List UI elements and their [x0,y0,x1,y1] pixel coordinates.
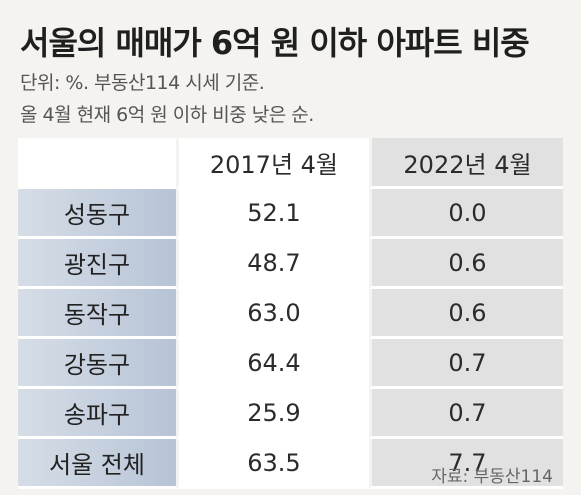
value-2022-cell: 0.6 [368,239,563,289]
district-cell: 송파구 [18,389,176,439]
value-2022-cell: 0.0 [368,189,563,239]
district-cell: 성동구 [18,189,176,239]
sort-note: 올 4월 현재 6억 원 이하 비중 낮은 순. [20,104,314,126]
value-2017-cell: 52.1 [175,189,369,239]
header-cell-blank [18,138,176,189]
value-2022-cell: 7.7 [368,439,563,489]
value-2017-cell: 63.0 [175,289,369,339]
district-cell: 동작구 [18,289,176,339]
header-cell-2022: 2022년 4월 [368,138,563,189]
value-2017-cell: 63.5 [175,439,369,489]
table-header-row: 2017년 4월 2022년 4월 [18,138,563,189]
data-table: 2017년 4월 2022년 4월 성동구 52.1 0.0 광진구 48.7 … [18,138,563,489]
table-row: 서울 전체 63.5 7.7 [18,439,563,489]
value-2022-cell: 0.6 [368,289,563,339]
value-2017-cell: 64.4 [175,339,369,389]
value-2022-cell: 0.7 [368,389,563,439]
table-row: 동작구 63.0 0.6 [18,289,563,339]
table-row: 송파구 25.9 0.7 [18,389,563,439]
district-cell: 강동구 [18,339,176,389]
table-row: 광진구 48.7 0.6 [18,239,563,289]
table-row: 강동구 64.4 0.7 [18,339,563,389]
source-note: 자료: 부동산114 [431,467,553,487]
value-2022-cell: 0.7 [368,339,563,389]
district-cell: 광진구 [18,239,176,289]
table-row: 성동구 52.1 0.0 [18,189,563,239]
value-2017-cell: 25.9 [175,389,369,439]
value-2017-cell: 48.7 [175,239,369,289]
header-cell-2017: 2017년 4월 [175,138,369,189]
district-cell: 서울 전체 [18,439,176,489]
page-title: 서울의 매매가 6억 원 이하 아파트 비중 [20,24,530,62]
unit-note: 단위: %. 부동산114 시세 기준. [20,72,265,94]
